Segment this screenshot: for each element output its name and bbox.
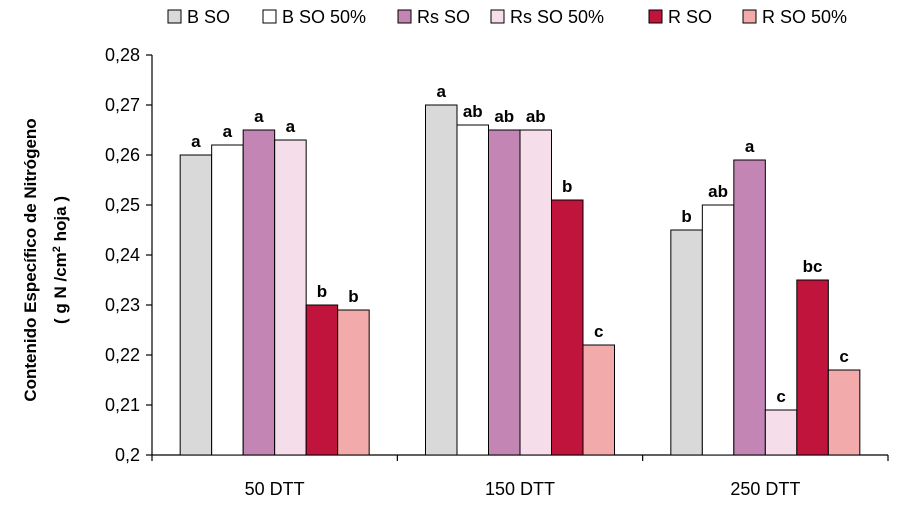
bar-data-label: b xyxy=(681,207,691,226)
bar-data-label: a xyxy=(286,117,296,136)
legend-swatch xyxy=(262,9,277,24)
bar-data-label: a xyxy=(254,107,264,126)
bar xyxy=(551,199,584,456)
bar xyxy=(274,139,307,456)
bar xyxy=(456,124,489,456)
bar-data-label: b xyxy=(348,287,358,306)
y-tick-label: 0,25 xyxy=(105,195,140,215)
bar-data-label: c xyxy=(776,387,785,406)
bar xyxy=(827,369,861,456)
legend-label: Rs SO 50% xyxy=(510,7,604,27)
bar-data-label: a xyxy=(745,137,755,156)
bar-data-label: ab xyxy=(708,182,728,201)
legend-label: B SO 50% xyxy=(282,7,366,27)
bar xyxy=(305,304,339,456)
bar-data-label: b xyxy=(562,177,572,196)
legend-label: R SO xyxy=(668,7,712,27)
y-axis-label-line2: ( g N /cm2 hoja ) xyxy=(51,196,70,324)
y-tick-label: 0,21 xyxy=(105,395,140,415)
bar xyxy=(733,159,766,456)
bar xyxy=(519,129,552,456)
x-tick-label: 50 DTT xyxy=(245,479,305,499)
bar xyxy=(701,204,735,456)
legend-swatch xyxy=(490,9,505,24)
legend-swatch xyxy=(397,9,412,24)
bar-data-label: c xyxy=(594,322,603,341)
x-tick-label: 150 DTT xyxy=(485,479,555,499)
y-tick-label: 0,24 xyxy=(105,245,140,265)
bar xyxy=(796,279,829,456)
legend-swatch xyxy=(648,9,663,24)
bar-data-label: ab xyxy=(526,107,546,126)
bar xyxy=(488,129,521,456)
bar-data-label: ab xyxy=(494,107,514,126)
y-tick-label: 0,23 xyxy=(105,295,140,315)
bar-data-label: a xyxy=(437,82,447,101)
y-tick-label: 0,27 xyxy=(105,95,140,115)
x-axis: 50 DTT 150 DTT 250 DTT xyxy=(151,454,889,499)
bar-data-label: a xyxy=(223,122,233,141)
bar xyxy=(337,309,370,456)
y-axis: 0,2 0,21 0,22 0,23 0,24 0,25 0,26 0,27 0,28 xyxy=(105,45,153,465)
bar xyxy=(211,144,244,456)
y-tick-label: 0,2 xyxy=(115,445,140,465)
bar xyxy=(764,409,798,456)
x-tick-label: 250 DTT xyxy=(730,479,800,499)
bar xyxy=(179,154,213,456)
legend-swatch xyxy=(742,9,757,24)
legend: B SO B SO 50% Rs SO Rs SO 50% R SO R SO 50% xyxy=(167,7,847,27)
y-axis-label: Contenido Específico de Nitrógeno ( g N … xyxy=(21,118,70,401)
y-tick-label: 0,28 xyxy=(105,45,140,65)
bars xyxy=(179,104,861,456)
bar-data-label: c xyxy=(839,347,848,366)
bar-data-label: bc xyxy=(803,257,823,276)
bar xyxy=(242,129,276,456)
bar xyxy=(582,344,615,456)
bar-data-label: b xyxy=(317,282,327,301)
legend-label: R SO 50% xyxy=(762,7,847,27)
y-axis-label-line1: Contenido Específico de Nitrógeno xyxy=(21,118,40,401)
bar-data-label: ab xyxy=(463,102,483,121)
legend-label: B SO xyxy=(187,7,230,27)
bar-data-label: a xyxy=(191,132,201,151)
legend-label: Rs SO xyxy=(417,7,470,27)
bar xyxy=(670,229,703,456)
legend-swatch xyxy=(167,9,182,24)
y-tick-label: 0,22 xyxy=(105,345,140,365)
bar xyxy=(425,104,458,456)
y-tick-label: 0,26 xyxy=(105,145,140,165)
